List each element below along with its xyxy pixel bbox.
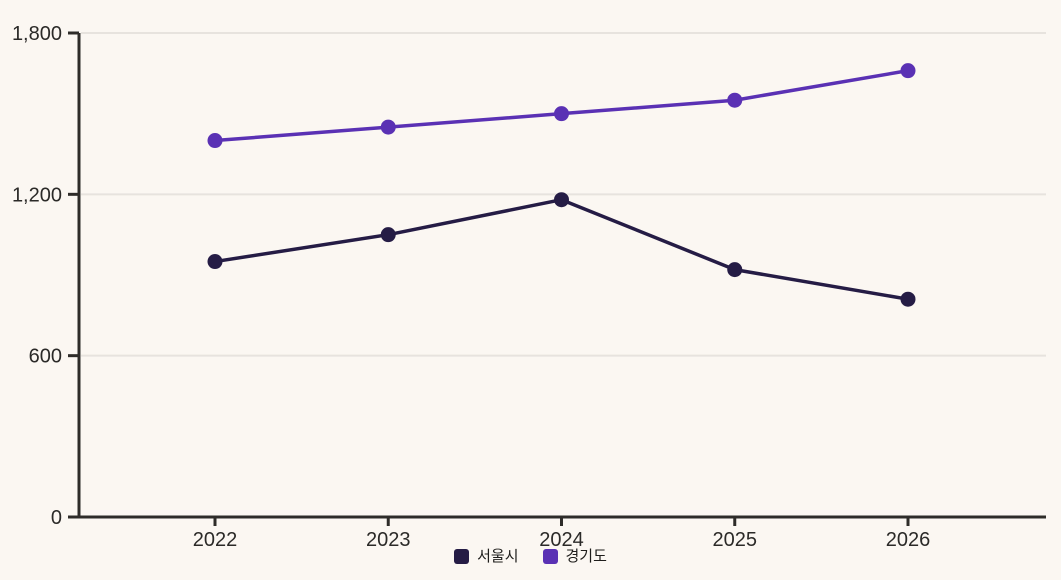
legend-label-gyeonggi: 경기도 xyxy=(565,548,607,565)
legend-item-seoul[interactable]: 서울시 xyxy=(454,548,519,565)
x-tick-label: 2023 xyxy=(366,529,411,551)
x-tick-label: 2024 xyxy=(539,529,584,551)
data-point-seoul-2025[interactable] xyxy=(727,262,743,278)
data-point-gyeonggi-2024[interactable] xyxy=(554,106,569,122)
x-tick-label: 2026 xyxy=(886,529,931,551)
legend-swatch-gyeonggi xyxy=(542,549,558,564)
y-tick-label: 0 xyxy=(51,507,62,529)
x-tick-label: 2022 xyxy=(193,529,238,551)
legend: 서울시 경기도 xyxy=(0,549,1061,564)
data-point-seoul-2022[interactable] xyxy=(207,254,223,270)
data-point-seoul-2023[interactable] xyxy=(380,227,396,243)
data-point-seoul-2024[interactable] xyxy=(554,192,569,208)
data-point-seoul-2026[interactable] xyxy=(900,291,916,307)
data-point-gyeonggi-2025[interactable] xyxy=(727,92,743,108)
series-line-seoul xyxy=(213,197,910,301)
x-tick-label: 2025 xyxy=(713,529,758,551)
data-point-gyeonggi-2023[interactable] xyxy=(380,119,396,135)
data-point-gyeonggi-2022[interactable] xyxy=(207,133,223,149)
y-tick-label: 600 xyxy=(29,346,62,368)
y-tick-label: 1,800 xyxy=(12,23,62,45)
legend-label-seoul: 서울시 xyxy=(477,548,519,565)
y-tick-label: 1,200 xyxy=(12,184,62,206)
legend-swatch-seoul xyxy=(454,549,470,564)
data-point-gyeonggi-2026[interactable] xyxy=(900,63,916,79)
series-line-gyeonggi xyxy=(213,68,910,143)
legend-item-gyeonggi[interactable]: 경기도 xyxy=(542,548,607,565)
